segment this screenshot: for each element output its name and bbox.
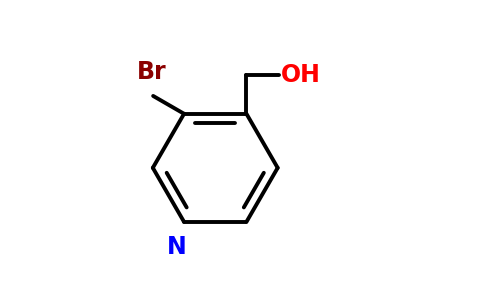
Text: OH: OH xyxy=(281,63,320,87)
Text: N: N xyxy=(166,235,186,259)
Text: Br: Br xyxy=(137,60,166,84)
